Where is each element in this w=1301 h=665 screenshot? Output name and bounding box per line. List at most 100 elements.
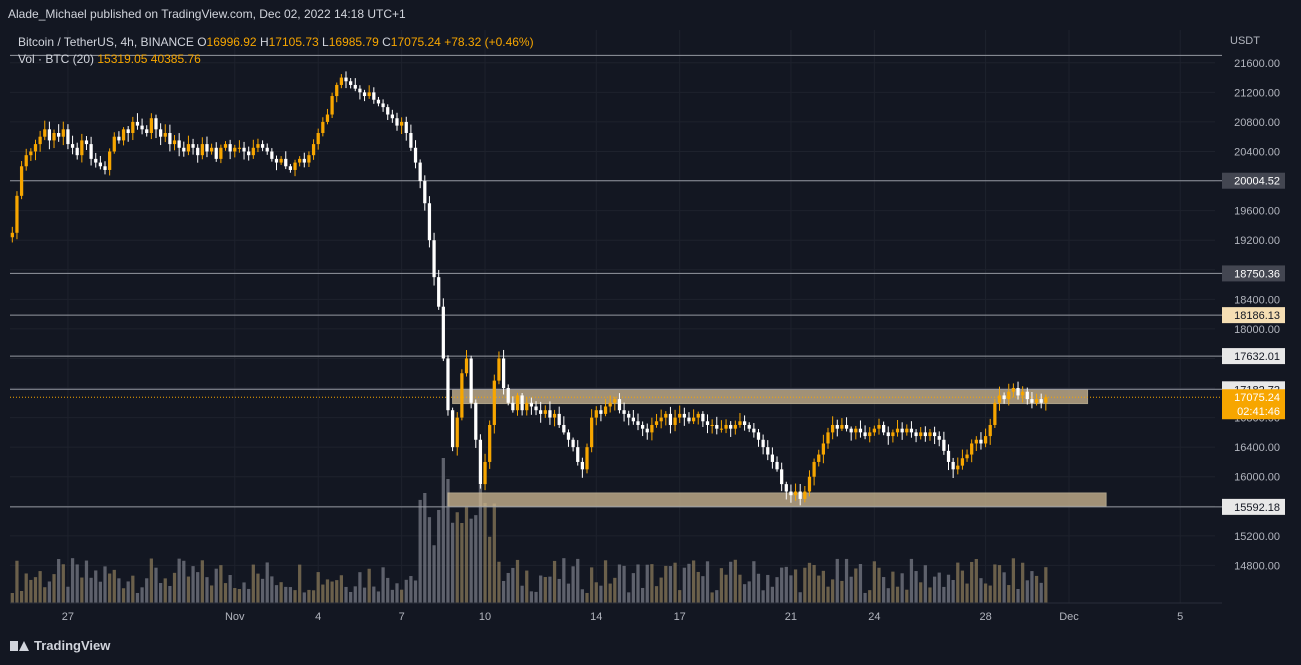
volume-bar xyxy=(10,593,14,603)
time-tick-label: 14 xyxy=(590,611,602,623)
volume-bar xyxy=(979,578,983,603)
volume-bar xyxy=(756,573,761,603)
volume-bar xyxy=(400,589,404,603)
volume-bar xyxy=(789,575,793,603)
volume-bar xyxy=(761,590,765,603)
candle-body xyxy=(478,439,483,485)
candle-body xyxy=(209,147,214,152)
candle-body xyxy=(38,136,42,145)
candle-body xyxy=(135,121,140,126)
candle-body xyxy=(566,432,571,440)
volume-bar xyxy=(362,587,367,603)
candlesticks xyxy=(10,71,1048,506)
volume-bar xyxy=(265,562,269,603)
volume-bar xyxy=(325,579,330,603)
candle-body xyxy=(571,439,575,448)
candle-body xyxy=(469,358,473,403)
volume-bar xyxy=(812,564,816,603)
candle-body xyxy=(733,424,737,429)
volume-bar xyxy=(798,592,802,603)
candle-body xyxy=(659,417,663,422)
candle-body xyxy=(687,417,691,422)
candle-body xyxy=(937,436,941,440)
volume-bar xyxy=(450,522,455,603)
candle-body xyxy=(803,491,807,499)
candle-body xyxy=(43,129,47,137)
volume-bar xyxy=(937,572,941,603)
volume-bar xyxy=(349,591,353,603)
volume-bar xyxy=(260,578,265,603)
candle-body xyxy=(492,380,496,425)
symbol-legend[interactable]: Bitcoin / TetherUS, 4h, BINANCE O16996.9… xyxy=(18,35,534,49)
ohlc-change: +78.32 (+0.46%) xyxy=(444,35,534,49)
volume-bar xyxy=(214,568,218,603)
volume-bar xyxy=(793,569,798,603)
candle-body xyxy=(247,151,251,156)
candle-body xyxy=(895,428,900,433)
candle-body xyxy=(798,491,802,499)
volume-bar xyxy=(891,571,895,603)
volume-bar xyxy=(89,577,93,603)
volume-bar xyxy=(691,560,696,603)
candle-body xyxy=(390,114,394,119)
volume-bar xyxy=(932,576,937,603)
candle-body xyxy=(710,424,714,426)
volume-bar xyxy=(1044,567,1048,603)
time-tick-label: Dec xyxy=(1059,611,1079,623)
price-tick-label: 16400.00 xyxy=(1234,442,1280,454)
candle-body xyxy=(214,147,218,159)
volume-bar xyxy=(47,581,52,603)
candle-body xyxy=(585,447,589,470)
candle-body xyxy=(191,144,195,148)
candle-body xyxy=(256,144,260,148)
volume-bar xyxy=(650,564,654,603)
time-axis: 27 Nov 4 7 10 14 17 21 24 28 Dec 5 xyxy=(10,602,1222,623)
price-zone xyxy=(452,389,1089,405)
volume-bar xyxy=(455,512,459,603)
volume-bar xyxy=(437,509,441,603)
candle-body xyxy=(80,140,84,156)
candle-body xyxy=(168,133,172,145)
candle-body xyxy=(960,458,965,466)
volume-bar xyxy=(719,568,724,603)
candle-body xyxy=(770,454,775,462)
publisher-line: Alade_Michael published on TradingView.c… xyxy=(8,7,406,21)
candle-body xyxy=(650,424,654,433)
candle-body xyxy=(539,410,543,414)
volume-bar xyxy=(52,574,56,603)
time-tick-label: 27 xyxy=(62,611,74,623)
volume-legend[interactable]: Vol · BTC (20) 15319.05 40385.76 xyxy=(18,52,201,66)
candle-body xyxy=(1007,391,1011,400)
volume-bar xyxy=(168,585,172,603)
time-tick-label: 28 xyxy=(979,611,991,623)
volume-ma: 40385.76 xyxy=(150,52,201,66)
tradingview-branding[interactable]: TradingView xyxy=(10,638,110,653)
candle-body xyxy=(57,133,61,137)
candle-body xyxy=(316,133,320,145)
candle-body xyxy=(993,402,997,425)
ohlc-open: 16996.92 xyxy=(206,35,257,49)
candle-body xyxy=(548,410,552,418)
candle-body xyxy=(654,421,659,425)
candle-body xyxy=(849,428,853,433)
candle-body xyxy=(10,232,14,238)
candle-body xyxy=(381,103,385,108)
volume-bar xyxy=(311,590,316,603)
volume-bar xyxy=(404,579,408,603)
candle-body xyxy=(701,413,705,422)
candle-body xyxy=(1034,399,1039,403)
volume-bar xyxy=(983,583,988,603)
volume-bar xyxy=(61,564,65,603)
volume-bar xyxy=(571,566,575,603)
price-tick-label: 18000.00 xyxy=(1234,324,1280,336)
volume-bar xyxy=(307,589,311,603)
candle-body xyxy=(729,424,733,429)
candle-body xyxy=(117,136,121,141)
candle-body xyxy=(274,158,279,163)
volume-bar xyxy=(446,479,450,603)
volume-bar xyxy=(145,578,149,603)
volume-bar xyxy=(520,585,524,603)
candle-body xyxy=(270,151,274,159)
volume-bar xyxy=(506,572,510,603)
